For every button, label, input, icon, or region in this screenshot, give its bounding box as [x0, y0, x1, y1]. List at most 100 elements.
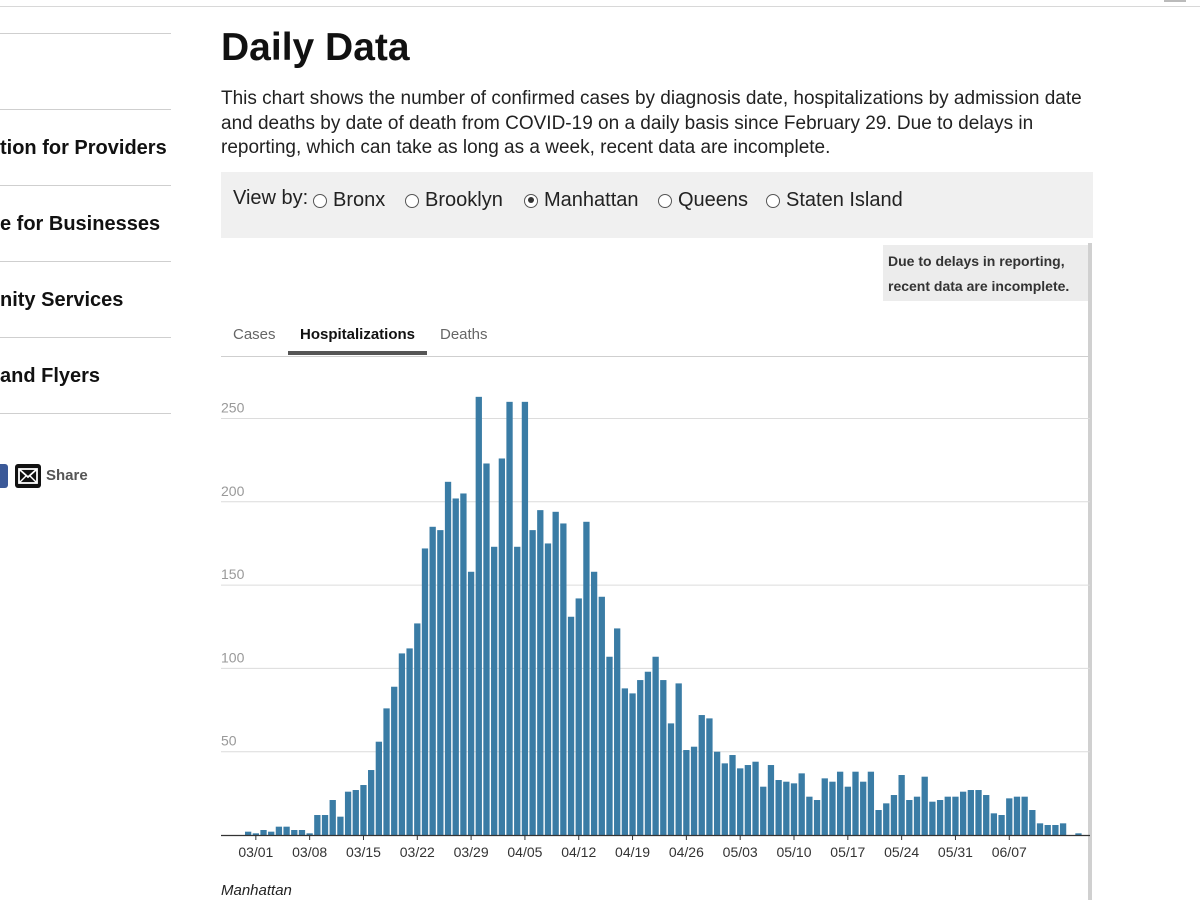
bar[interactable] — [867, 771, 875, 835]
bar[interactable] — [760, 786, 767, 835]
bar[interactable] — [583, 521, 590, 835]
bar[interactable] — [829, 781, 836, 835]
radio-bronx[interactable]: Bronx — [313, 189, 385, 212]
bar[interactable] — [260, 830, 267, 835]
bar[interactable] — [375, 741, 382, 835]
bar[interactable] — [1059, 823, 1067, 835]
bar[interactable] — [275, 826, 283, 835]
facebook-share-icon[interactable] — [0, 464, 8, 488]
bar[interactable] — [1075, 833, 1082, 835]
bar[interactable] — [337, 816, 344, 835]
bar[interactable] — [437, 530, 444, 835]
bar[interactable] — [860, 781, 867, 835]
bar[interactable] — [421, 548, 429, 835]
bar[interactable] — [821, 778, 828, 835]
bar[interactable] — [675, 683, 682, 835]
bar[interactable] — [906, 800, 913, 835]
bar[interactable] — [844, 786, 851, 835]
bar[interactable] — [552, 511, 559, 835]
bar[interactable] — [606, 656, 613, 835]
bar[interactable] — [314, 815, 321, 835]
bar[interactable] — [652, 656, 659, 835]
bar[interactable] — [614, 628, 621, 835]
bar[interactable] — [990, 813, 998, 835]
bar[interactable] — [414, 623, 421, 835]
radio-manhattan[interactable]: Manhattan — [524, 189, 639, 212]
bar[interactable] — [813, 800, 821, 835]
share-link[interactable]: Share — [46, 467, 88, 484]
bar[interactable] — [737, 768, 744, 835]
bar[interactable] — [690, 746, 698, 835]
bar[interactable] — [875, 810, 882, 835]
radio-circle-icon[interactable] — [313, 193, 327, 208]
bar[interactable] — [883, 803, 890, 835]
tab-hospitalizations[interactable]: Hospitalizations — [300, 326, 416, 343]
bar[interactable] — [898, 775, 905, 835]
bar[interactable] — [383, 708, 390, 835]
bar[interactable] — [1013, 796, 1021, 835]
bar[interactable] — [944, 796, 951, 835]
bar[interactable] — [291, 830, 298, 835]
bar[interactable] — [344, 791, 352, 835]
bar[interactable] — [452, 498, 459, 835]
bar[interactable] — [406, 648, 413, 835]
radio-circle-icon[interactable] — [766, 193, 780, 208]
bar[interactable] — [567, 616, 575, 835]
bar[interactable] — [752, 761, 759, 835]
bar[interactable] — [721, 763, 728, 835]
bar[interactable] — [698, 715, 705, 835]
bar[interactable] — [483, 463, 490, 835]
bar[interactable] — [252, 833, 259, 835]
bar[interactable] — [836, 771, 844, 835]
bar[interactable] — [506, 401, 513, 835]
bar[interactable] — [429, 526, 436, 835]
sidebar-item-providers[interactable]: tion for Providers — [0, 137, 167, 159]
bar[interactable] — [1006, 798, 1013, 835]
bar[interactable] — [729, 755, 736, 835]
bar[interactable] — [575, 598, 582, 835]
bar[interactable] — [890, 795, 898, 835]
sidebar-item-businesses[interactable]: e for Businesses — [0, 213, 161, 235]
bar[interactable] — [975, 790, 982, 835]
bar[interactable] — [959, 791, 967, 835]
bar[interactable] — [391, 686, 398, 835]
bar[interactable] — [475, 396, 482, 835]
radio-circle-icon[interactable] — [405, 193, 419, 208]
radio-brooklyn[interactable]: Brooklyn — [405, 189, 503, 212]
bar[interactable] — [798, 773, 805, 835]
bar[interactable] — [521, 401, 529, 835]
bar[interactable] — [329, 800, 336, 835]
bar[interactable] — [644, 671, 652, 835]
bar[interactable] — [368, 770, 375, 835]
bar[interactable] — [1044, 825, 1051, 835]
bar[interactable] — [398, 653, 406, 835]
sidebar-item-flyers[interactable]: and Flyers — [0, 365, 101, 387]
bar[interactable] — [321, 815, 329, 835]
bar[interactable] — [713, 751, 721, 835]
bar[interactable] — [967, 790, 974, 835]
bar[interactable] — [806, 796, 813, 835]
bar[interactable] — [775, 780, 782, 835]
bar[interactable] — [306, 833, 313, 835]
bar[interactable] — [683, 750, 690, 835]
bar[interactable] — [598, 596, 605, 835]
bar[interactable] — [913, 796, 921, 835]
bar[interactable] — [706, 718, 713, 835]
tab-deaths[interactable]: Deaths — [440, 326, 488, 343]
bar[interactable] — [360, 785, 367, 835]
radio-staten-island[interactable]: Staten Island — [766, 189, 903, 212]
bar[interactable] — [667, 723, 675, 835]
bar[interactable] — [767, 765, 775, 835]
bar[interactable] — [983, 795, 990, 835]
bar[interactable] — [852, 771, 859, 835]
bar[interactable] — [921, 776, 928, 835]
bar[interactable] — [498, 458, 506, 835]
bar[interactable] — [529, 530, 536, 835]
sidebar-item-community-services[interactable]: nity Services — [0, 289, 124, 311]
bar[interactable] — [283, 826, 290, 835]
bar[interactable] — [929, 801, 936, 835]
bar[interactable] — [1036, 823, 1044, 835]
bar[interactable] — [298, 830, 306, 835]
bar[interactable] — [514, 546, 521, 835]
bar[interactable] — [444, 481, 452, 835]
